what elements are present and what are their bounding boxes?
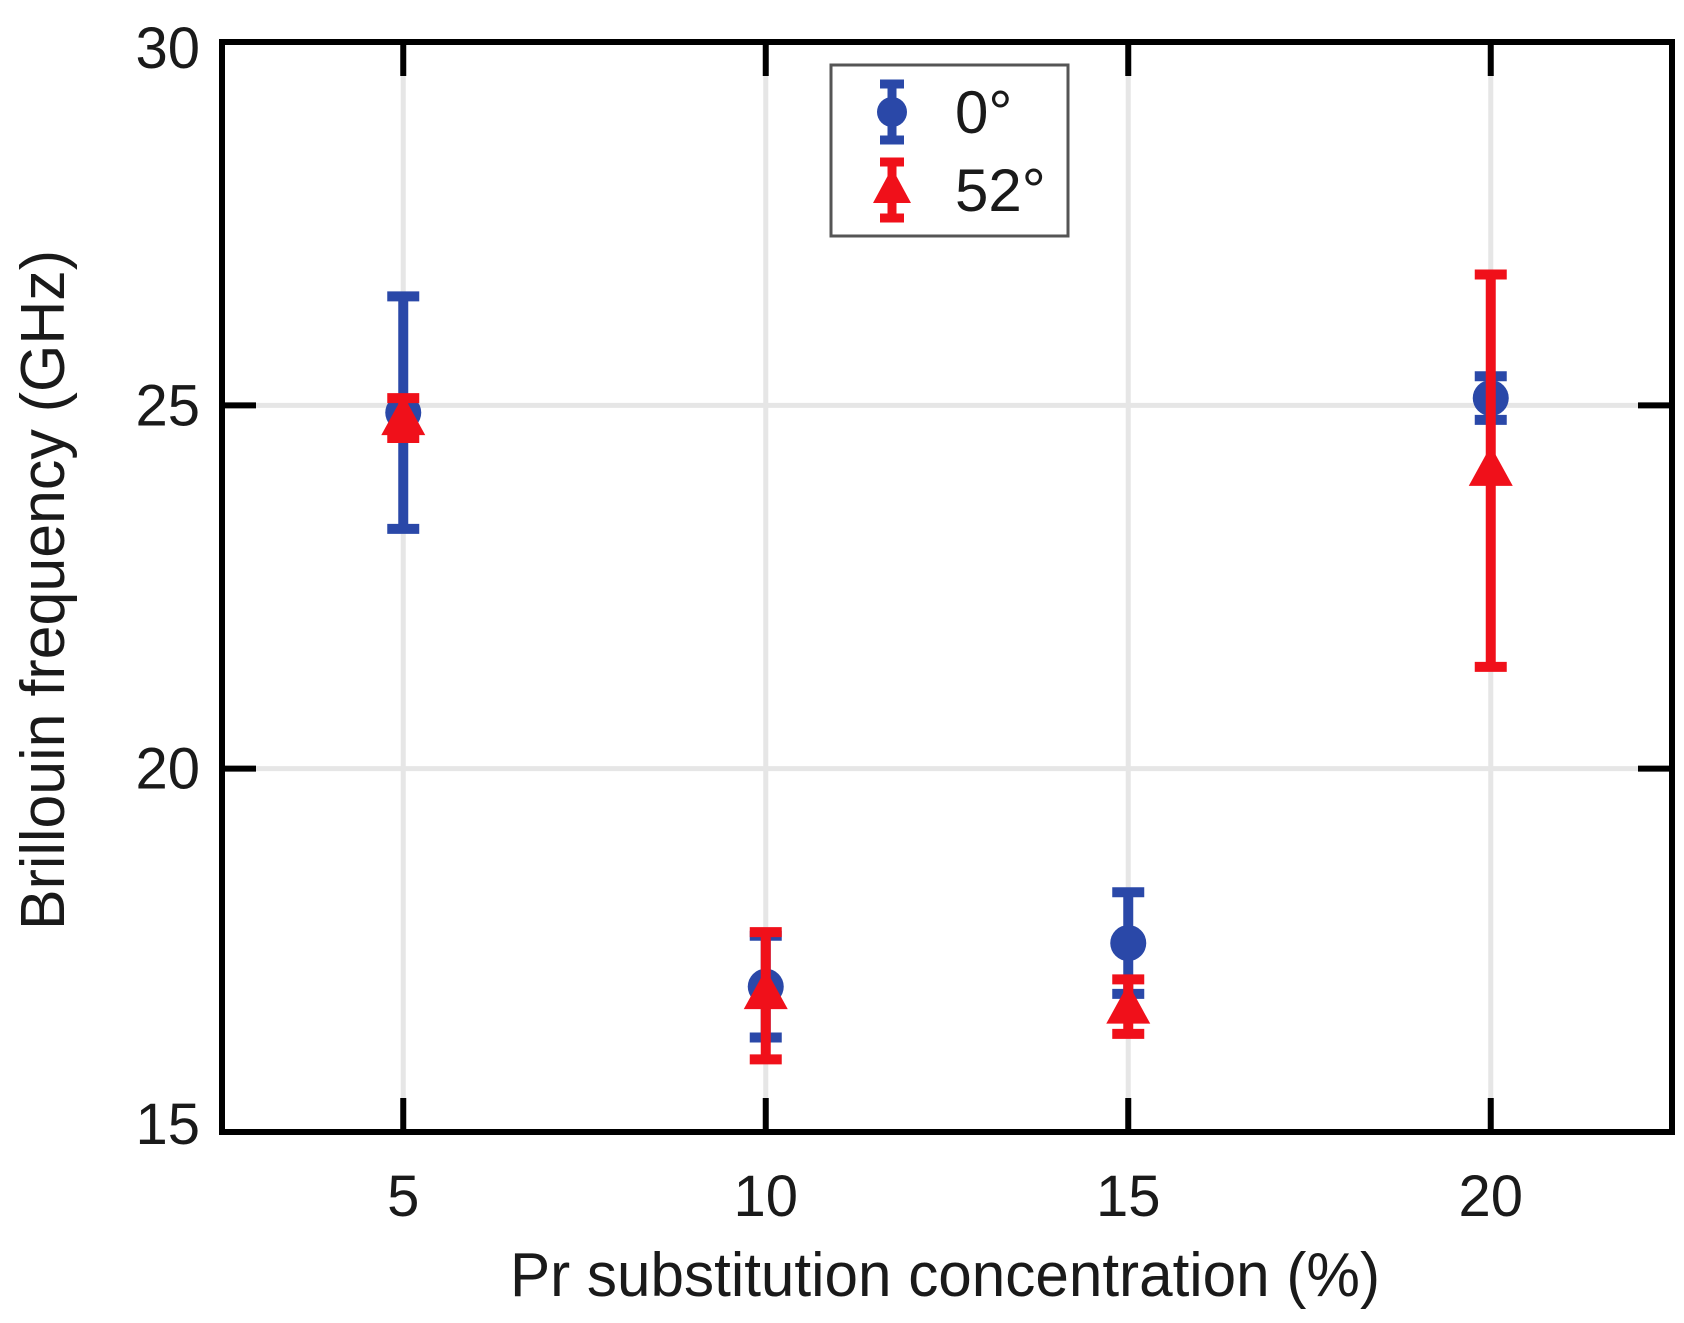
legend-label: 52° <box>955 157 1046 224</box>
data-point-triangle <box>1468 445 1513 486</box>
data-point-circle <box>1110 925 1147 962</box>
series-fifty-two-deg <box>381 269 1513 1065</box>
legend-box <box>829 63 1070 238</box>
tick-labels: 5 10 15 20 15 20 25 30 <box>135 16 1523 1229</box>
legend-marker-triangle <box>873 168 911 203</box>
x-tick-label: 20 <box>1458 1164 1523 1229</box>
x-tick-label: 10 <box>733 1164 798 1229</box>
series-layer <box>381 269 1513 1065</box>
y-tick-label: 25 <box>135 373 200 438</box>
data-point-triangle <box>743 969 788 1010</box>
legend-marker-circle <box>877 97 907 127</box>
y-tick-label: 15 <box>135 1092 200 1157</box>
data-point-triangle <box>1106 983 1151 1024</box>
x-tick-label: 15 <box>1096 1164 1161 1229</box>
y-tick-label: 20 <box>135 737 200 802</box>
y-tick-label: 30 <box>135 16 200 81</box>
axis-ticks <box>222 39 1672 1135</box>
legend-label: 0° <box>955 79 1012 146</box>
x-axis-title: Pr substitution concentration (%) <box>510 1241 1380 1310</box>
data-point-triangle <box>381 395 426 436</box>
legend-entries: 0°52° <box>873 79 1046 224</box>
legend: 0°52° <box>829 63 1070 238</box>
plot-frame <box>219 39 1675 1135</box>
y-axis-title: Brillouin frequency (GHz) <box>9 250 78 930</box>
x-tick-label: 5 <box>387 1164 419 1229</box>
